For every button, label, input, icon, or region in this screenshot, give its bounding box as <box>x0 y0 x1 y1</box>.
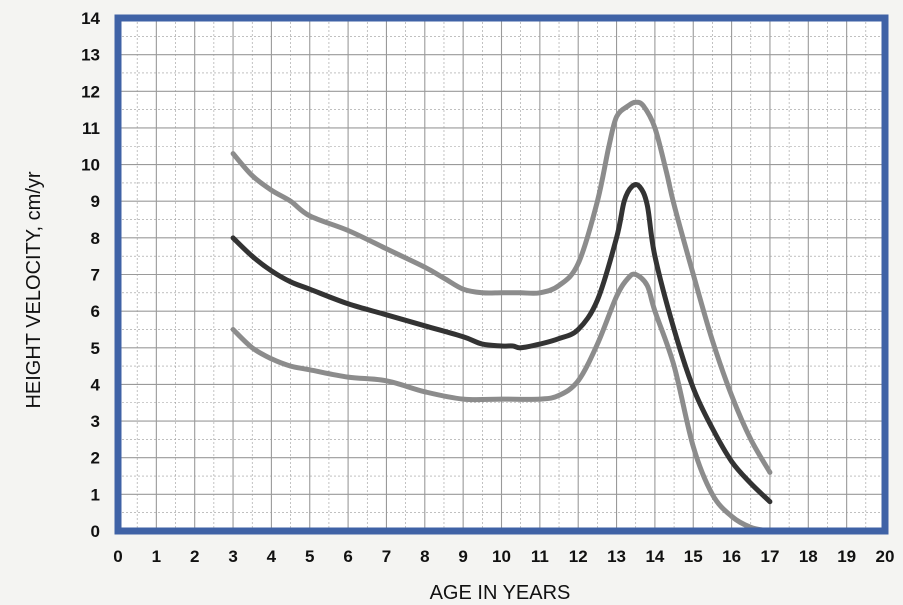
series-layer <box>230 99 773 534</box>
x-tick-label: 2 <box>190 547 199 566</box>
y-tick-label: 12 <box>81 82 100 101</box>
x-tick-label: 11 <box>531 547 549 566</box>
y-tick-label: 4 <box>91 375 101 394</box>
y-tick-label: 10 <box>81 156 100 175</box>
y-tick-label: 1 <box>91 485 100 504</box>
x-tick-label: 13 <box>607 547 626 566</box>
x-tick-label: 6 <box>343 547 352 566</box>
y-tick-label: 2 <box>91 449 100 468</box>
x-tick-label: 5 <box>305 547 314 566</box>
x-tick-label: 16 <box>722 547 741 566</box>
x-tick-label: 7 <box>382 547 391 566</box>
x-tick-label: 15 <box>684 547 703 566</box>
x-tick-label: 4 <box>267 547 277 566</box>
x-tick-label: 9 <box>458 547 467 566</box>
y-tick-label: 7 <box>91 266 100 285</box>
x-tick-label: 19 <box>837 547 856 566</box>
lower-percentile-curve <box>230 271 773 534</box>
y-tick-label: 13 <box>81 46 100 65</box>
y-tick-label: 9 <box>91 192 100 211</box>
grid-lines <box>117 17 886 532</box>
y-tick-label: 14 <box>81 9 100 28</box>
x-tick-label: 18 <box>799 547 818 566</box>
plot-frame <box>114 14 889 535</box>
x-tick-label: 3 <box>228 547 237 566</box>
x-tick-labels: 0 1 2 3 4 5 6 7 8 9 10 11 12 13 14 15 16 17 18 19 20 <box>113 547 894 566</box>
y-tick-label: 6 <box>91 302 100 321</box>
x-tick-label: 10 <box>492 547 511 566</box>
x-tick-label: 17 <box>760 547 779 566</box>
y-tick-label: 5 <box>91 339 100 358</box>
x-tick-label: 20 <box>876 547 895 566</box>
x-tick-label: 0 <box>113 547 122 566</box>
upper-percentile-curve <box>230 99 773 475</box>
x-tick-label: 8 <box>420 547 429 566</box>
y-tick-label: 0 <box>91 522 100 541</box>
median-curve <box>230 182 773 505</box>
x-tick-label: 14 <box>645 547 664 566</box>
y-tick-label: 11 <box>82 119 100 138</box>
y-tick-label: 8 <box>91 229 100 248</box>
y-tick-label: 3 <box>91 412 100 431</box>
x-tick-label: 1 <box>152 547 161 566</box>
x-tick-label: 12 <box>569 547 588 566</box>
y-axis-label: HEIGHT VELOCITY, cm/yr <box>23 171 45 408</box>
x-axis-label: AGE IN YEARS <box>430 582 571 604</box>
